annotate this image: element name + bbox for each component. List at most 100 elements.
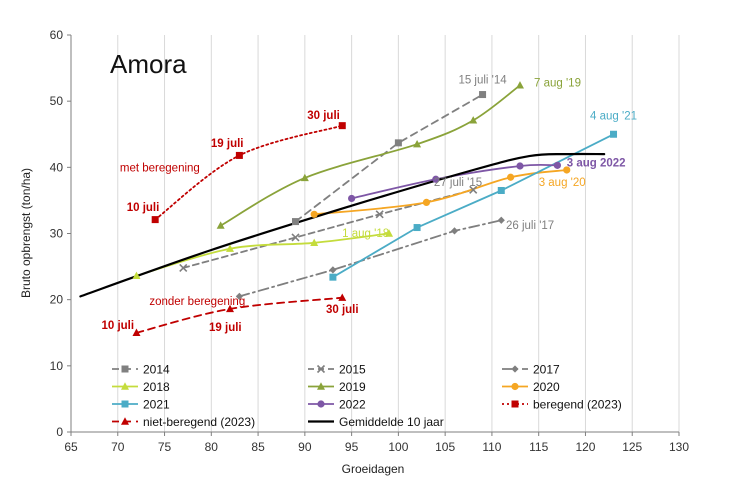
x-tick-label-70: 70 — [111, 440, 125, 454]
x-tick-label-90: 90 — [298, 440, 312, 454]
legend: 2014 2015 2017 2018 2019 2020 2021 2022 beregend… — [112, 363, 622, 429]
data-point-2017-2 — [450, 227, 459, 235]
legend-label-2020: 2020 — [533, 380, 560, 394]
x-tick-label-105: 105 — [435, 440, 455, 454]
annotation-13: 10 juli — [101, 320, 134, 332]
data-point-2021-1 — [413, 224, 421, 232]
annotation-6: 26 juli '17 — [506, 220, 554, 232]
annotation-3: 3 aug 2022 — [567, 158, 626, 170]
data-point-2022-3 — [553, 161, 562, 169]
data-point-2017-0 — [235, 292, 243, 300]
data-point-2014-2 — [479, 91, 487, 99]
legend-marker-2014 — [121, 365, 129, 373]
data-point-2021-2 — [497, 186, 505, 194]
x-tick-label-65: 65 — [64, 440, 78, 454]
data-point-2020-3 — [563, 166, 571, 174]
chart-title: Amora — [110, 49, 187, 79]
data-point-2017-3 — [497, 216, 505, 224]
series-line-2017 — [238, 219, 503, 298]
annotation-14: 19 juli — [209, 322, 242, 334]
data-point-2022-2 — [516, 162, 524, 170]
data-point-2021-0 — [329, 273, 337, 281]
y-tick-label-10: 10 — [50, 359, 64, 373]
legend-label-2022: 2022 — [339, 398, 366, 412]
data-point-2019-3 — [469, 116, 478, 124]
annotation-2: 4 aug '21 — [590, 111, 637, 123]
series-markers — [132, 81, 618, 336]
x-tick-label-75: 75 — [158, 440, 172, 454]
series-line-2022 — [350, 163, 559, 200]
legend-marker-2017 — [511, 365, 519, 373]
data-point-beregend-2023-0 — [151, 216, 159, 224]
data-point-2021-3 — [610, 130, 618, 138]
data-point-2018-2 — [310, 238, 319, 246]
annotation-5: 27 juli '15 — [434, 177, 482, 189]
data-point-niet-beregend-2023-1 — [226, 304, 235, 313]
x-tick-label-110: 110 — [482, 440, 501, 454]
data-point-niet-beregend-2023-0 — [132, 328, 141, 336]
annotation-8: 30 juli — [307, 110, 340, 122]
data-point-2019-4 — [515, 81, 524, 89]
data-point-2019-1 — [300, 173, 309, 182]
annotation-4: 3 aug '20 — [539, 177, 586, 189]
x-tick-label-125: 125 — [622, 440, 642, 454]
legend-label-2018: 2018 — [143, 380, 170, 394]
data-point-2020-2 — [507, 173, 515, 181]
data-point-beregend-2023-2 — [338, 122, 346, 130]
x-tick-label-115: 115 — [529, 440, 548, 454]
data-point-2018-1 — [226, 244, 235, 252]
grid — [117, 35, 680, 432]
data-point-2020-1 — [422, 198, 431, 207]
y-tick-label-0: 0 — [56, 425, 63, 439]
y-tick-label-20: 20 — [50, 293, 64, 307]
series-lines — [79, 84, 615, 334]
legend-marker-2021 — [121, 400, 129, 408]
data-point-2022-1 — [432, 175, 440, 183]
y-tick-label-60: 60 — [50, 28, 64, 42]
annotations: 15 juli '14 7 aug '19 4 aug '21 3 aug 2022 3… — [101, 74, 637, 333]
legend-marker-niet-beregend-2023 — [121, 417, 129, 425]
x-axis-label: Groeidagen — [342, 462, 405, 476]
legend-marker-beregend-2023 — [511, 400, 519, 408]
data-point-2015-2 — [375, 210, 384, 219]
series-line-2014 — [294, 93, 484, 223]
annotation-10: met beregening — [120, 162, 200, 174]
data-point-2019-2 — [413, 139, 422, 148]
data-point-2022-0 — [348, 194, 356, 203]
y-tick-label-40: 40 — [50, 160, 64, 174]
data-point-2015-3 — [469, 185, 478, 194]
x-tick-label-85: 85 — [251, 440, 265, 454]
legend-label-2014: 2014 — [143, 363, 170, 377]
legend-marker-2015 — [316, 364, 326, 374]
x-tick-label-100: 100 — [388, 440, 408, 454]
y-tick-label-50: 50 — [50, 94, 64, 108]
data-point-2015-1 — [291, 233, 300, 242]
legend-marker-2019 — [317, 382, 325, 390]
legend-label-niet-beregend-2023: niet-beregend (2023) — [143, 415, 255, 429]
annotation-0: 15 juli '14 — [458, 74, 507, 86]
legend-label-gemiddelde-10-jaar: Gemiddelde 10 jaar — [339, 415, 444, 429]
data-point-2014-0 — [291, 218, 299, 226]
annotation-15: 30 juli — [326, 304, 359, 316]
annotation-12: zonder beregening — [149, 296, 245, 308]
data-point-2017-1 — [329, 266, 337, 274]
annotation-1: 7 aug '19 — [534, 78, 581, 90]
y-tick-label-30: 30 — [50, 227, 64, 241]
x-tick-label-95: 95 — [345, 440, 359, 454]
x-tick-label-80: 80 — [205, 440, 219, 454]
y-tick-labels: 0 10 20 30 40 50 60 — [50, 28, 71, 439]
data-point-niet-beregend-2023-2 — [338, 293, 347, 301]
data-point-2019-0 — [216, 221, 225, 229]
legend-label-2019: 2019 — [339, 380, 366, 394]
data-point-beregend-2023-1 — [235, 151, 243, 159]
x-tick-labels: 65 70 75 80 85 90 95 100 105 110 115 120 125 130 — [64, 432, 689, 454]
legend-label-beregend-2023: beregend (2023) — [533, 398, 622, 412]
legend-label-2017: 2017 — [533, 363, 560, 377]
legend-label-2015: 2015 — [339, 363, 366, 377]
data-point-2015-0 — [179, 263, 188, 272]
series-line-2019 — [219, 84, 521, 227]
data-point-2018-0 — [132, 271, 141, 280]
legend-label-2021: 2021 — [143, 398, 170, 412]
data-point-2018-3 — [385, 229, 394, 237]
